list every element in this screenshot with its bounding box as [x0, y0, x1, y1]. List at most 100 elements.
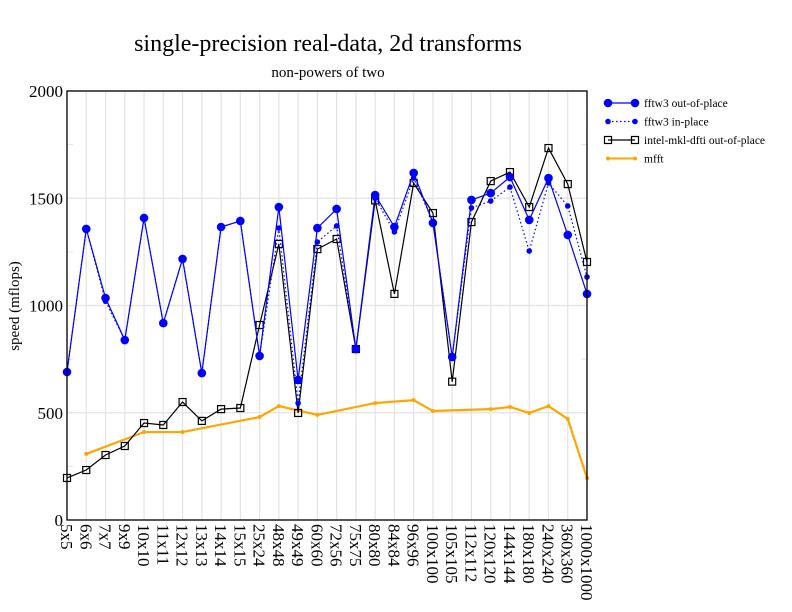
data-point: [390, 222, 399, 232]
x-tick-label: 1000x1000: [577, 524, 596, 601]
data-point: [276, 225, 282, 231]
series-line: [66, 171, 588, 381]
data-point: [313, 244, 322, 254]
data-point: [525, 202, 534, 212]
chart-subtitle: non-powers of two: [271, 65, 384, 81]
data-point: [505, 172, 515, 182]
data-point: [142, 430, 147, 435]
data-point: [411, 398, 416, 403]
x-tick-label: 84x84: [384, 524, 403, 567]
chart-title: single-precision real-data, 2d transform…: [134, 31, 522, 57]
data-point: [294, 408, 303, 418]
data-point: [527, 410, 532, 415]
x-tick-label: 96x96: [404, 524, 423, 567]
x-tick-label: 240x240: [538, 524, 557, 584]
x-tick-label: 180x180: [519, 524, 538, 584]
data-point: [82, 465, 91, 475]
x-tick-label: 75x75: [346, 524, 365, 567]
legend-marker: [603, 98, 613, 108]
series-intel-mkl-dfti-out-of-place: [62, 143, 592, 483]
series-line: [66, 146, 588, 479]
legend-item-fftw3-in-place: fftw3 in-place: [605, 117, 709, 129]
series-fftw3-in-place: [64, 175, 590, 406]
data-point: [274, 239, 283, 249]
x-tick-label: 5x5: [57, 524, 76, 550]
plot-frame: [66, 90, 588, 521]
data-point: [430, 409, 435, 414]
legend-marker: [603, 135, 613, 145]
data-point: [178, 254, 187, 264]
x-tick-label: 12x12: [173, 524, 192, 567]
data-point: [120, 441, 129, 451]
x-tick-label: 60x60: [307, 524, 326, 567]
data-point: [120, 335, 130, 345]
data-point: [159, 420, 168, 430]
data-point: [295, 400, 301, 406]
x-tick-label: 7x7: [96, 524, 115, 550]
data-point: [507, 404, 512, 409]
data-point: [276, 404, 281, 409]
data-point: [236, 403, 245, 413]
x-tick-label: 25x24: [250, 524, 269, 567]
data-point: [524, 215, 534, 225]
legend-item-intel-mkl-dfti-out-of-place: intel-mkl-dfti out-of-place: [603, 135, 765, 147]
y-axis-label: speed (mflops): [7, 261, 23, 351]
data-point: [526, 248, 533, 254]
data-point: [332, 234, 341, 244]
gridlines: [66, 90, 588, 521]
x-axis-ticks: 5x5 6x6 7x7 9x9 10x10 11x11 12x12 13x13 14x14 15x…: [57, 524, 596, 601]
data-point: [447, 352, 457, 362]
data-point: [564, 203, 571, 209]
data-point: [488, 407, 493, 412]
data-point: [197, 368, 207, 378]
x-tick-label: 49x49: [288, 524, 307, 567]
x-tick-label: 13x13: [192, 524, 211, 567]
data-point: [448, 377, 457, 386]
series-layer: [62, 143, 592, 483]
x-tick-label: 100x100: [423, 524, 442, 584]
data-point: [563, 179, 572, 189]
y-tick-label: 500: [38, 404, 64, 423]
data-point: [565, 416, 570, 421]
data-point: [467, 217, 476, 227]
data-point: [486, 176, 495, 186]
legend-marker: [632, 118, 638, 125]
x-tick-label: 10x10: [134, 524, 153, 567]
x-tick-label: 120x120: [481, 524, 500, 584]
legend-item-fftw3-out-of-place: fftw3 out-of-place: [603, 98, 728, 110]
legend-label: intel-mkl-dfti out-of-place: [644, 135, 765, 147]
y-tick-label: 1500: [29, 189, 63, 208]
data-point: [158, 318, 168, 328]
data-point: [257, 415, 262, 420]
data-point: [544, 173, 553, 183]
data-point: [390, 289, 399, 299]
y-tick-label: 0: [55, 511, 64, 530]
series-line: [66, 176, 588, 404]
x-tick-label: 72x56: [327, 524, 346, 567]
legend: fftw3 out-of-place fftw3 in-place intel-mk…: [603, 98, 765, 166]
x-tick-label: 144x144: [500, 524, 519, 584]
y-tick-label: 2000: [29, 82, 63, 101]
legend-item-mfft: mfft: [606, 154, 664, 166]
x-tick-label: 15x15: [230, 524, 249, 567]
x-tick-label: 105x105: [442, 524, 461, 584]
x-tick-label: 80x80: [365, 524, 384, 567]
data-point: [487, 198, 494, 204]
data-point: [428, 218, 438, 228]
data-point: [315, 412, 320, 417]
legend-label: mfft: [644, 154, 664, 166]
data-point: [236, 216, 245, 226]
data-point: [81, 224, 91, 234]
legend-marker: [605, 118, 611, 125]
data-point: [101, 293, 110, 303]
data-point: [274, 202, 284, 212]
data-point: [178, 397, 187, 407]
data-point: [101, 450, 110, 460]
x-tick-label: 11x11: [153, 524, 172, 565]
legend-label: fftw3 in-place: [644, 117, 709, 129]
data-point: [563, 230, 573, 240]
data-point: [84, 451, 89, 456]
x-tick-label: 48x48: [269, 524, 288, 567]
x-tick-label: 360x360: [558, 524, 577, 584]
